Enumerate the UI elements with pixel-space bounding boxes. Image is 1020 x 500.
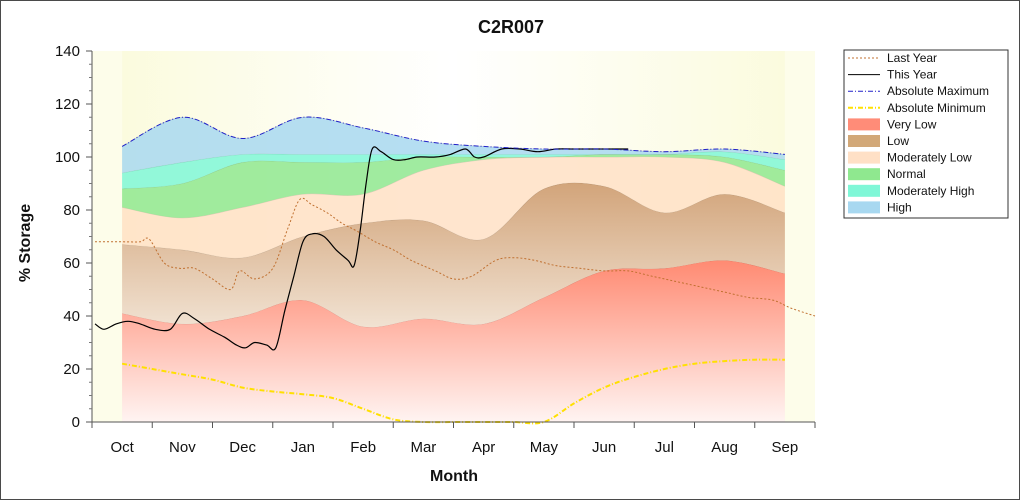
legend-label-moderately-high: Moderately High	[887, 184, 974, 198]
x-tick-label: Apr	[472, 439, 495, 456]
legend-label-absolute-maximum: Absolute Maximum	[887, 84, 989, 98]
x-tick-label: Feb	[350, 439, 376, 456]
legend-swatch-moderately-low	[848, 151, 880, 164]
legend-label-very-low: Very Low	[887, 117, 937, 131]
series-line-last-year	[95, 197, 816, 317]
legend-label-moderately-low: Moderately Low	[887, 151, 972, 165]
y-tick-label: 20	[63, 361, 80, 378]
legend-label-absolute-minimum: Absolute Minimum	[887, 101, 986, 115]
legend-swatch-normal	[848, 168, 880, 181]
legend-label-normal: Normal	[887, 167, 926, 181]
y-axis-title: % Storage	[17, 204, 34, 282]
band-areas	[121, 116, 786, 422]
series-lines	[94, 116, 816, 425]
x-tick-label: Mar	[410, 439, 436, 456]
legend-label-this-year: This Year	[887, 68, 937, 82]
x-tick-label: Jul	[655, 439, 674, 456]
band-high	[122, 117, 785, 173]
x-tick-label: Oct	[110, 439, 134, 456]
series-line-absolute-maximum	[121, 116, 785, 155]
band-moderately-low	[122, 156, 785, 259]
x-tick-label: Jan	[291, 439, 315, 456]
series-line-this-year	[94, 146, 629, 351]
legend-label-high: High	[887, 200, 912, 214]
y-tick-label: 80	[63, 202, 80, 219]
legend-label-low: Low	[887, 134, 909, 148]
y-tick-label: 140	[55, 43, 80, 60]
chart-title: C2R007	[478, 17, 544, 37]
x-tick-label: May	[530, 439, 559, 456]
axes: 0 20 40 60 80 100 120 140 Oct Nov Dec Jan Feb Mar Apr M…	[55, 43, 816, 456]
x-tick-label: Nov	[169, 439, 196, 456]
y-tick-label: 100	[55, 149, 80, 166]
x-axis-title: Month	[430, 468, 478, 485]
legend-swatch-very-low	[848, 118, 880, 131]
y-tick-label: 40	[63, 308, 80, 325]
legend-swatch-high	[848, 201, 880, 214]
x-tick-label: Jun	[592, 439, 616, 456]
series-line-absolute-minimum	[121, 358, 785, 425]
y-tick-label: 120	[55, 96, 80, 113]
band-moderately-high	[122, 151, 785, 189]
legend-label-last-year: Last Year	[887, 51, 937, 65]
x-tick-label: Aug	[711, 439, 738, 456]
y-tick-label: 60	[63, 255, 80, 272]
band-normal	[122, 154, 785, 218]
x-tick-label: Sep	[772, 439, 799, 456]
y-tick-label: 0	[72, 414, 80, 431]
band-low	[122, 182, 785, 328]
x-tick-label: Dec	[229, 439, 256, 456]
legend-swatch-moderately-high	[848, 184, 880, 197]
legend: Last Year This Year Absolute Maximum Absolu…	[843, 49, 1009, 219]
legend-swatch-low	[848, 135, 880, 147]
